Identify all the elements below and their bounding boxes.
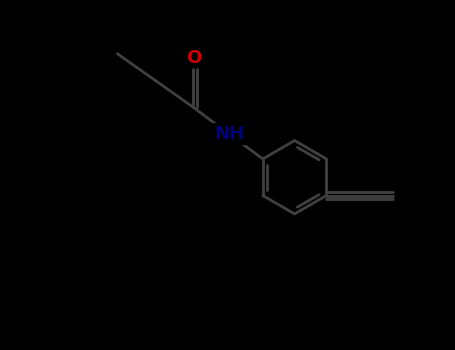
Text: NH: NH bbox=[214, 125, 244, 143]
Text: O: O bbox=[186, 49, 201, 67]
